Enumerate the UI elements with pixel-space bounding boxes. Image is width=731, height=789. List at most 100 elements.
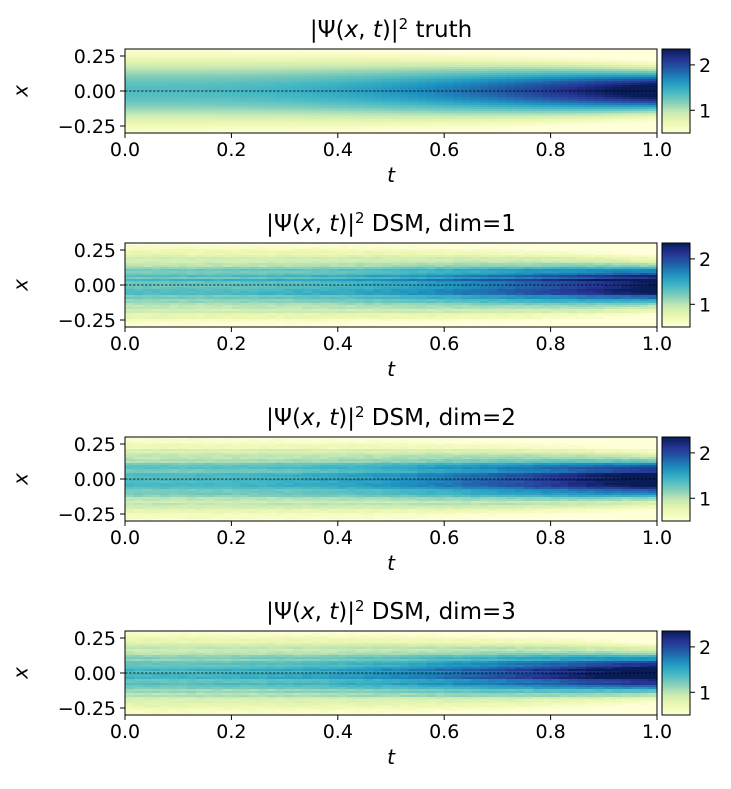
heatmap-cell [541, 131, 552, 134]
heatmap-cell [355, 285, 365, 288]
heatmap-cell [125, 309, 135, 312]
heatmap-cell [178, 103, 188, 106]
heatmap-cell [594, 275, 605, 278]
heatmap-cell [373, 273, 383, 276]
heatmap-cell [594, 253, 605, 256]
heatmap-cell [284, 73, 295, 76]
heatmap-cell [133, 55, 144, 58]
heatmap-cell [391, 103, 401, 106]
heatmap-cell [240, 99, 250, 102]
heatmap-cell [213, 57, 224, 60]
heatmap-cell [506, 259, 516, 262]
heatmap-cell [408, 81, 419, 84]
heatmap-cell [399, 91, 410, 94]
heatmap-cell [204, 255, 215, 258]
heatmap-cell [568, 69, 578, 72]
heatmap-cell [497, 289, 507, 292]
heatmap-cell [648, 269, 658, 272]
heatmap-cell [231, 119, 241, 122]
heatmap-cell [568, 243, 578, 246]
heatmap-cell [240, 115, 250, 118]
heatmap-cell [541, 295, 552, 298]
colorbar-segment [662, 51, 690, 54]
heatmap-cell [524, 297, 534, 300]
heatmap-cell [195, 293, 206, 296]
heatmap-cell [435, 107, 445, 110]
heatmap-cell [355, 93, 365, 96]
heatmap-cell [231, 275, 241, 278]
heatmap-cell [435, 283, 445, 286]
heatmap-cell [497, 305, 507, 308]
heatmap-cell [577, 111, 587, 114]
heatmap-cell [373, 127, 383, 130]
heatmap-cell [169, 81, 179, 84]
heatmap-cell [639, 73, 649, 76]
heatmap-cell [195, 109, 206, 112]
colorbar-segment [662, 114, 690, 117]
heatmap-cell [249, 321, 259, 324]
heatmap-cell [524, 77, 534, 80]
heatmap-cell [293, 273, 303, 276]
heatmap-cell [169, 51, 179, 54]
heatmap-cell [187, 93, 197, 96]
heatmap-cell [488, 87, 498, 90]
heatmap-cell [488, 243, 498, 246]
heatmap-cell [142, 61, 153, 64]
heatmap-cell [169, 85, 179, 88]
heatmap-cell [346, 59, 357, 62]
heatmap-cell [364, 275, 374, 278]
heatmap-cell [311, 87, 321, 90]
heatmap-cell [337, 261, 348, 264]
heatmap-cell [133, 51, 144, 54]
heatmap-cell [479, 85, 490, 88]
heatmap-cell [621, 69, 631, 72]
heatmap-cell [382, 71, 392, 74]
heatmap-cell [275, 291, 286, 294]
heatmap-cell [187, 63, 197, 66]
heatmap-cell [461, 301, 472, 304]
heatmap-cell [444, 55, 454, 58]
heatmap-cell [133, 69, 144, 72]
heatmap-cell [275, 243, 286, 246]
heatmap-cell [133, 91, 144, 94]
heatmap-cell [178, 253, 188, 256]
heatmap-cell [594, 79, 605, 82]
heatmap-cell [213, 261, 224, 264]
heatmap-cell [497, 89, 507, 92]
heatmap-cell [497, 87, 507, 90]
heatmap-cell [142, 79, 153, 82]
heatmap-cell [594, 289, 605, 292]
heatmap-cell [275, 95, 286, 98]
heatmap-cell [594, 111, 605, 114]
heatmap-cell [133, 301, 144, 304]
heatmap-cell [151, 247, 162, 250]
heatmap-cell [382, 91, 392, 94]
heatmap-cell [346, 313, 357, 316]
heatmap-cell [142, 99, 153, 102]
heatmap-cell [621, 59, 631, 62]
heatmap-cell [639, 105, 649, 108]
heatmap-cell [266, 73, 277, 76]
heatmap-cell [408, 113, 419, 116]
heatmap-cell [391, 111, 401, 114]
heatmap-cell [222, 67, 232, 70]
heatmap-cell [603, 115, 614, 118]
heatmap-cell [178, 289, 188, 292]
heatmap-cell [497, 247, 507, 250]
heatmap-cell [497, 295, 507, 298]
heatmap-cell [355, 87, 365, 90]
heatmap-cell [195, 269, 206, 272]
heatmap-cell [151, 65, 162, 68]
heatmap-cell [408, 287, 419, 290]
heatmap-cell [577, 99, 587, 102]
heatmap-cell [293, 301, 303, 304]
heatmap-cell [497, 91, 507, 94]
heatmap-cell [187, 127, 197, 130]
heatmap-cell [293, 101, 303, 104]
heatmap-cell [364, 75, 374, 78]
heatmap-cell [594, 101, 605, 104]
heatmap-cell [266, 77, 277, 80]
heatmap-cell [187, 303, 197, 306]
heatmap-cell [142, 87, 153, 90]
heatmap-cell [435, 83, 445, 86]
